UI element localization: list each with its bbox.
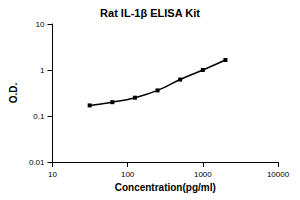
- svg-text:0.01: 0.01: [29, 158, 45, 167]
- svg-text:10: 10: [36, 20, 45, 29]
- svg-text:Concentration(pg/ml): Concentration(pg/ml): [115, 182, 216, 193]
- svg-text:O.D.: O.D.: [8, 83, 19, 104]
- svg-text:10: 10: [48, 170, 57, 179]
- svg-text:100: 100: [121, 170, 135, 179]
- svg-text:10000: 10000: [267, 170, 290, 179]
- svg-text:1000: 1000: [194, 170, 212, 179]
- svg-text:1: 1: [40, 66, 45, 75]
- svg-text:Rat IL-1β ELISA Kit: Rat IL-1β ELISA Kit: [100, 7, 200, 19]
- svg-text:0.1: 0.1: [33, 112, 45, 121]
